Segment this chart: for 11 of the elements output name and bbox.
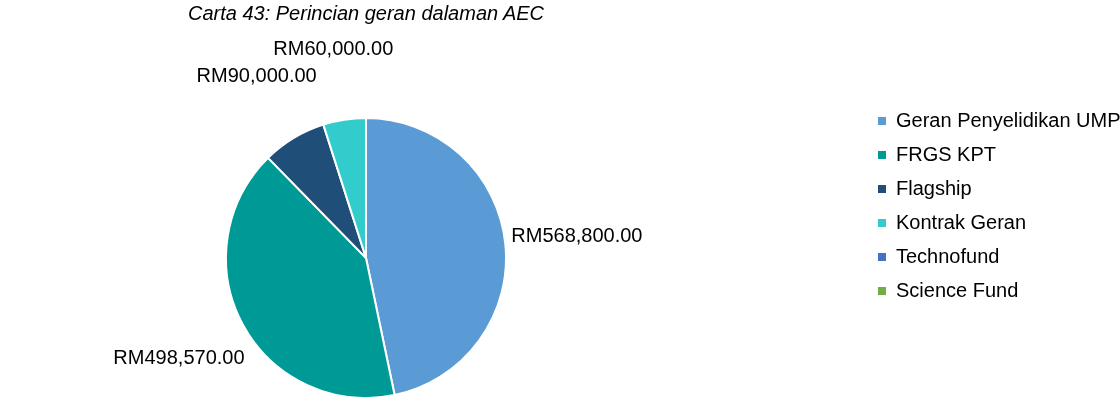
legend-label: Geran Penyelidikan UMP [896,109,1120,131]
data-label: RM60,000.00 [273,36,394,59]
chart-title: Carta 43: Perincian geran dalaman AEC [187,2,545,24]
data-label: RM568,800.00 [511,224,643,247]
legend-label: Science Fund [896,279,1019,301]
data-label: RM90,000.00 [196,64,317,87]
legend-label: Technofund [896,245,1000,267]
legend-label: FRGS KPT [896,143,997,165]
data-label: RM498,570.00 [113,345,245,368]
legend-label: Flagship [896,177,972,199]
legend-label: Kontrak Geran [896,211,1027,233]
